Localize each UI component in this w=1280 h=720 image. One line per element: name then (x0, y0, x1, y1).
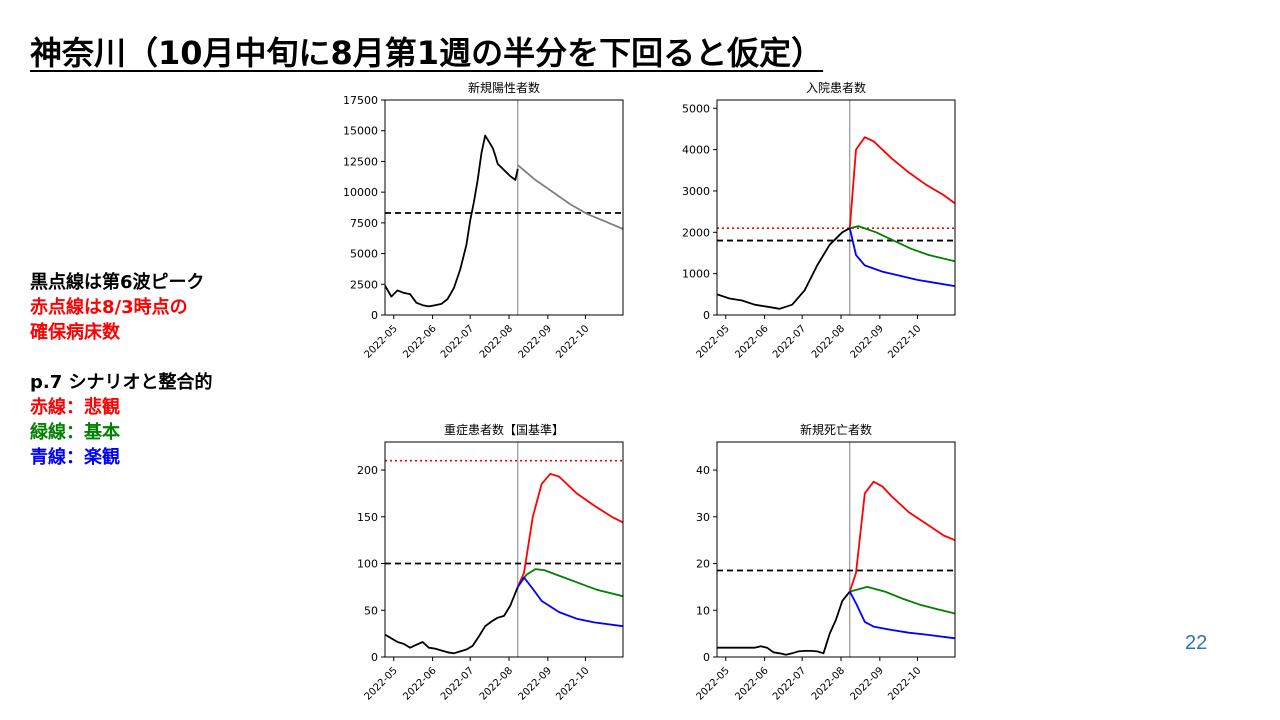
y-tick-label: 1000 (682, 268, 710, 281)
x-tick-label: 2022-08 (810, 323, 847, 360)
chart-title: 重症患者数【国基準】 (444, 422, 564, 437)
y-tick-label: 0 (371, 651, 378, 664)
series-line (517, 568, 623, 598)
chart-title: 新規死亡者数 (800, 422, 872, 437)
page-number: 22 (1185, 632, 1208, 654)
y-tick-label: 12500 (343, 155, 378, 168)
x-tick-label: 2022-07 (771, 665, 808, 702)
y-tick-label: 20 (696, 558, 710, 571)
y-tick-label: 3000 (682, 185, 710, 198)
x-tick-label: 2022-10 (554, 665, 591, 702)
y-tick-label: 10000 (343, 186, 378, 199)
y-tick-label: 40 (696, 464, 710, 477)
chart-title: 入院患者数 (806, 80, 866, 95)
x-tick-label: 2022-08 (810, 665, 847, 702)
series-line (385, 586, 519, 655)
y-tick-label: 0 (371, 309, 378, 322)
y-tick-label: 2500 (350, 278, 378, 291)
x-tick-label: 2022-05 (695, 323, 732, 360)
note-line: p.7 シナリオと整合的 (30, 372, 213, 393)
y-tick-label: 30 (696, 511, 710, 524)
plot-frame (384, 99, 624, 316)
y-tick-label: 5000 (350, 248, 378, 261)
plot-frame (716, 441, 956, 658)
series-line (717, 227, 851, 310)
y-tick-label: 0 (703, 309, 710, 322)
y-tick-label: 7500 (350, 217, 378, 230)
y-tick-label: 50 (364, 604, 378, 617)
x-tick-label: 2022-07 (771, 323, 808, 360)
note-line: 緑線：基本 (30, 422, 120, 443)
x-tick-label: 2022-07 (439, 323, 476, 360)
x-tick-label: 2022-08 (478, 665, 515, 702)
series-line (517, 576, 623, 628)
chart-2: 入院患者数 0 1000 2000 3000 4000 5000 2022-05 2022-06… (682, 80, 956, 361)
series-line (517, 164, 623, 230)
y-tick-label: 5000 (682, 102, 710, 115)
legend-notes: 黒点線は第6波ピーク 赤点線は8/3時点の 確保病床数 p.7 シナリオと整合的… (30, 270, 213, 470)
note-line: 黒点線は第6波ピーク (30, 272, 205, 293)
x-tick-label: 2022-09 (517, 323, 554, 360)
y-tick-label: 17500 (343, 94, 378, 107)
series-line (385, 134, 519, 308)
x-tick-label: 2022-08 (478, 323, 515, 360)
x-tick-label: 2022-06 (401, 665, 438, 702)
plot-frame (384, 441, 624, 658)
x-tick-label: 2022-07 (439, 665, 476, 702)
note-line: 確保病床数 (30, 322, 120, 343)
note-line: 赤線：悲観 (30, 397, 120, 418)
y-tick-label: 150 (357, 511, 378, 524)
series-line (848, 136, 955, 229)
series-line (516, 472, 623, 588)
series-line (849, 591, 955, 640)
series-line (849, 225, 955, 263)
x-tick-label: 2022-09 (849, 665, 886, 702)
x-tick-label: 2022-10 (886, 323, 923, 360)
x-tick-label: 2022-06 (733, 665, 770, 702)
y-tick-label: 0 (703, 651, 710, 664)
y-tick-label: 10 (696, 604, 710, 617)
x-tick-label: 2022-09 (849, 323, 886, 360)
x-tick-label: 2022-05 (363, 323, 400, 360)
series-line (717, 591, 851, 656)
series-line (848, 480, 955, 592)
x-tick-label: 2022-06 (733, 323, 770, 360)
note-line: 赤点線は8/3時点の (30, 297, 188, 318)
y-tick-label: 15000 (343, 125, 378, 138)
series-line (848, 227, 955, 287)
x-tick-label: 2022-10 (554, 323, 591, 360)
y-tick-label: 2000 (682, 226, 710, 239)
chart-title: 新規陽性者数 (468, 80, 540, 95)
y-tick-label: 4000 (682, 144, 710, 157)
y-tick-label: 100 (357, 558, 378, 571)
slide-title: 神奈川（10月中旬に8月第1週の半分を下回ると仮定） (30, 34, 824, 72)
x-tick-label: 2022-05 (695, 665, 732, 702)
note-line: 青線：楽観 (30, 447, 120, 468)
y-tick-label: 200 (357, 464, 378, 477)
x-tick-label: 2022-10 (886, 665, 923, 702)
series-line (849, 586, 955, 615)
x-tick-label: 2022-09 (517, 665, 554, 702)
x-tick-label: 2022-06 (401, 323, 438, 360)
chart-1: 新規陽性者数 0 2500 5000 7500 10000 12500 15000 17500 2… (343, 80, 624, 361)
plot-frame (716, 99, 956, 316)
x-tick-label: 2022-05 (363, 665, 400, 702)
